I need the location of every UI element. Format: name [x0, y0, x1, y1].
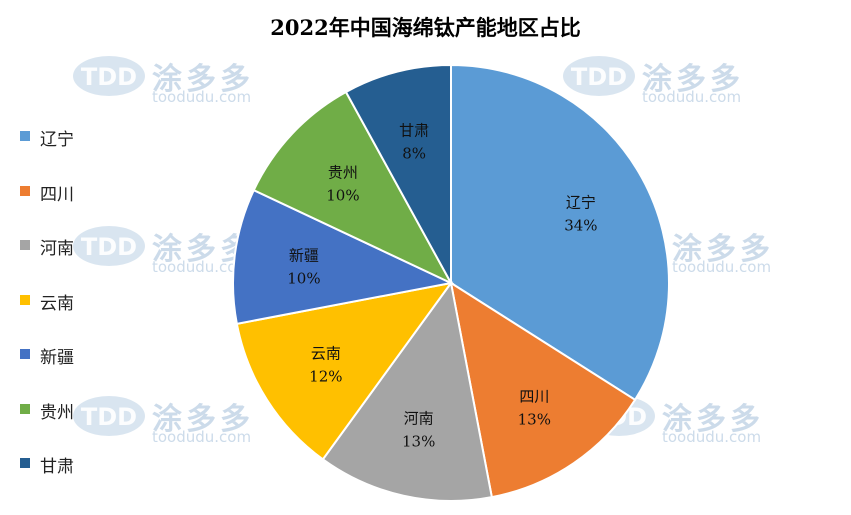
- slice-category-label: 云南: [311, 344, 341, 362]
- legend-label: 辽宁: [40, 130, 74, 150]
- legend-swatch: [20, 131, 30, 141]
- pie-slice-5: [252, 90, 454, 286]
- slice-category-label: 河南: [404, 410, 434, 428]
- pie-slice-0: [450, 63, 670, 402]
- legend-swatch: [20, 185, 30, 196]
- slice-value-label: 8%: [402, 144, 426, 162]
- pie-slice-6: [344, 63, 452, 284]
- legend-swatch: [20, 294, 30, 305]
- slice-value-label: 12%: [309, 367, 342, 385]
- slice-category-label: 贵州: [328, 164, 358, 182]
- slice-category-label: 甘肃: [399, 121, 429, 139]
- legend-swatch: [20, 458, 30, 468]
- slice-category-label: 辽宁: [566, 194, 596, 212]
- pie-slice-2: [321, 280, 494, 502]
- slice-value-label: 13%: [518, 411, 551, 429]
- legend-label: 云南: [40, 293, 74, 314]
- pie-slice-1: [449, 280, 637, 499]
- legend-swatch: [20, 403, 30, 414]
- legend-label: 贵州: [40, 402, 74, 423]
- pie-slice-3: [235, 281, 454, 461]
- legend-label: 四川: [40, 184, 74, 205]
- legend-label: 新疆: [40, 348, 74, 368]
- slice-value-label: 13%: [402, 433, 435, 451]
- legend-swatch: [20, 349, 30, 359]
- legend-label: 甘肃: [40, 457, 74, 477]
- legend-swatch: [20, 240, 30, 250]
- slice-value-label: 34%: [564, 217, 597, 235]
- slice-value-label: 10%: [287, 269, 320, 287]
- pie-slice-4: [232, 188, 455, 326]
- chart-title: 2022年中国海绵钛产能地区占比: [270, 15, 581, 40]
- legend-label: 河南: [40, 239, 74, 259]
- slice-value-label: 10%: [326, 187, 359, 205]
- slice-category-label: 四川: [519, 388, 549, 406]
- slice-category-label: 新疆: [289, 246, 319, 264]
